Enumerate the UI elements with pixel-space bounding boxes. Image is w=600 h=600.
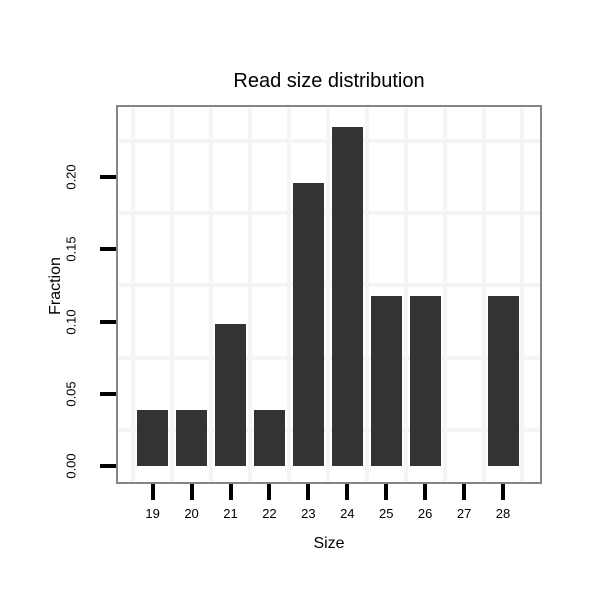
- x-tick-21: [228, 484, 233, 500]
- y-tick-0.20: [100, 175, 116, 180]
- y-tick-label-0.20: 0.20: [63, 164, 79, 190]
- gridline-vertical: [247, 107, 252, 482]
- bar-21: [215, 324, 246, 466]
- x-tick-26: [423, 484, 428, 500]
- x-tick-label-19: 19: [145, 506, 160, 521]
- x-tick-19: [150, 484, 155, 500]
- x-tick-25: [384, 484, 389, 500]
- y-tick-label-0.00: 0.00: [63, 453, 79, 479]
- bar-19: [137, 409, 169, 466]
- bar-24: [331, 126, 363, 466]
- x-tick-27: [462, 484, 467, 500]
- gridline-vertical: [170, 107, 175, 482]
- x-tick-label-28: 28: [495, 506, 511, 521]
- chart-title: Read size distribution: [233, 70, 425, 92]
- x-tick-28: [501, 484, 506, 500]
- x-tick-20: [189, 484, 194, 500]
- x-axis-title: Size: [313, 535, 345, 552]
- gridline-horizontal: [118, 283, 540, 288]
- gridline-horizontal: [118, 355, 540, 360]
- gridline-vertical: [520, 107, 525, 482]
- gridline-horizontal: [118, 139, 540, 144]
- x-tick-label-27: 27: [456, 506, 472, 521]
- y-tick-0.05: [100, 391, 116, 396]
- bar-20: [176, 409, 208, 466]
- bar-26: [409, 295, 441, 466]
- x-tick-22: [267, 484, 272, 500]
- x-tick-label-23: 23: [301, 506, 316, 521]
- plot-panel: [116, 105, 542, 484]
- x-tick-label-24: 24: [340, 506, 355, 521]
- y-tick-label-0.15: 0.15: [63, 236, 79, 263]
- y-tick-0.15: [100, 247, 116, 252]
- bar-28: [487, 295, 519, 466]
- x-tick-label-20: 20: [184, 506, 199, 521]
- x-tick-label-25: 25: [378, 506, 394, 521]
- y-tick-label-0.10: 0.10: [63, 308, 79, 335]
- gridline-vertical: [209, 107, 214, 482]
- bar-22: [253, 409, 285, 466]
- x-tick-23: [306, 484, 311, 500]
- gridline-vertical: [403, 107, 408, 482]
- gridline-vertical: [481, 107, 486, 482]
- bar-23: [292, 182, 324, 466]
- gridline-vertical: [286, 107, 291, 482]
- y-axis-title: Fraction: [47, 257, 64, 315]
- x-tick-24: [345, 484, 350, 500]
- y-tick-label-0.05: 0.05: [63, 381, 79, 407]
- gridline-horizontal: [118, 211, 540, 216]
- x-tick-label-22: 22: [262, 506, 277, 521]
- x-tick-label-21: 21: [223, 506, 238, 521]
- gridline-vertical: [442, 107, 447, 482]
- gridline-vertical: [131, 107, 136, 482]
- y-tick-0.10: [100, 319, 116, 324]
- gridline-vertical: [325, 107, 330, 482]
- y-tick-0.00: [100, 463, 116, 468]
- bar-25: [370, 295, 402, 466]
- gridline-vertical: [364, 107, 369, 482]
- gridline-horizontal: [118, 427, 540, 432]
- x-tick-label-26: 26: [417, 506, 433, 521]
